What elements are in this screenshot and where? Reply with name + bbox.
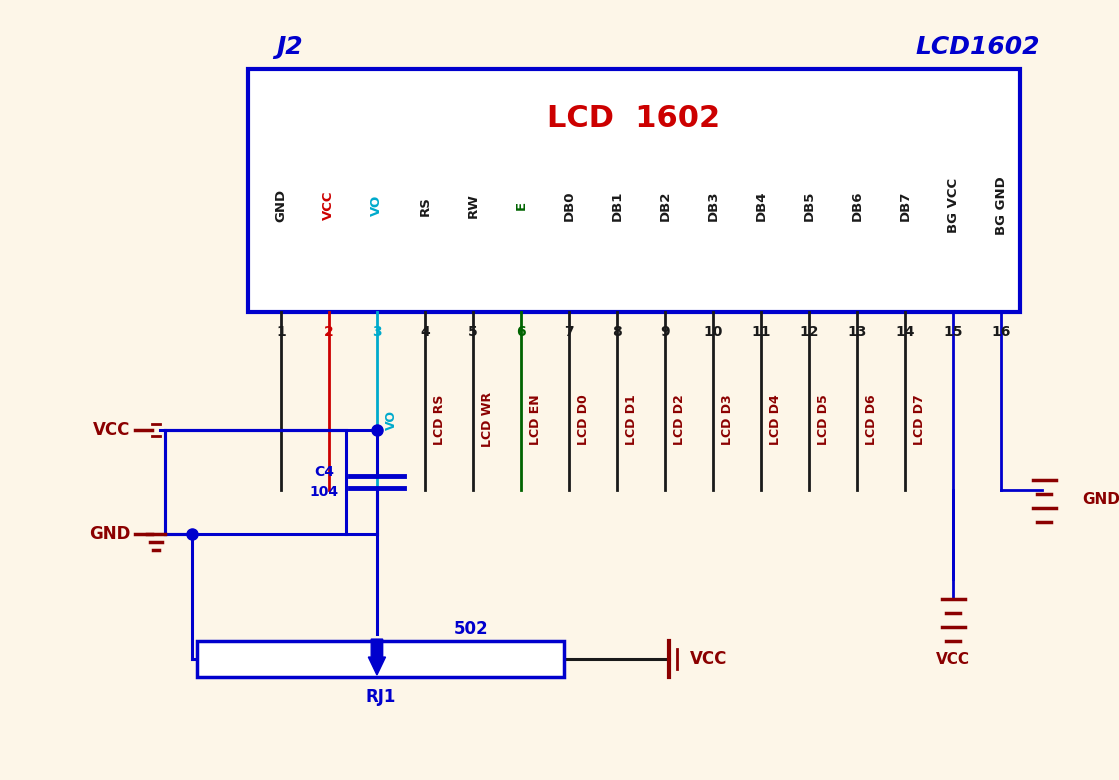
Text: 5: 5 — [468, 325, 478, 339]
Text: J2: J2 — [276, 35, 303, 59]
Text: 16: 16 — [991, 325, 1010, 339]
Text: E: E — [515, 201, 527, 211]
Text: LCD1602: LCD1602 — [915, 35, 1040, 59]
Text: 4: 4 — [420, 325, 430, 339]
Text: VCC: VCC — [322, 191, 336, 221]
Text: LCD D0: LCD D0 — [576, 395, 590, 445]
Text: DB5: DB5 — [802, 190, 816, 221]
Text: LCD D2: LCD D2 — [673, 395, 686, 445]
Text: LCD D6: LCD D6 — [865, 395, 877, 445]
Text: 6: 6 — [516, 325, 526, 339]
Text: VO: VO — [385, 410, 397, 430]
Text: LCD D4: LCD D4 — [769, 395, 782, 445]
Text: VO: VO — [370, 195, 384, 216]
Text: LCD WR: LCD WR — [480, 392, 493, 448]
Text: 9: 9 — [660, 325, 670, 339]
Text: 10: 10 — [704, 325, 723, 339]
Text: DB1: DB1 — [611, 190, 623, 221]
Text: DB7: DB7 — [899, 190, 912, 221]
Text: LCD D5: LCD D5 — [817, 395, 829, 445]
Text: DB3: DB3 — [706, 190, 720, 221]
Text: DB0: DB0 — [563, 190, 575, 221]
Text: 1: 1 — [276, 325, 285, 339]
Text: 502: 502 — [453, 620, 488, 638]
Text: 3: 3 — [373, 325, 382, 339]
Text: GND: GND — [274, 189, 288, 222]
Text: VCC: VCC — [93, 421, 130, 439]
Text: LCD D3: LCD D3 — [721, 395, 734, 445]
Text: LCD D7: LCD D7 — [913, 395, 925, 445]
Text: LCD  1602: LCD 1602 — [547, 105, 721, 133]
Text: DB6: DB6 — [850, 190, 864, 221]
FancyArrow shape — [368, 639, 386, 675]
Text: BG VCC: BG VCC — [947, 178, 960, 233]
Text: 14: 14 — [895, 325, 915, 339]
Text: 11: 11 — [751, 325, 771, 339]
Text: 12: 12 — [799, 325, 819, 339]
Text: 7: 7 — [564, 325, 574, 339]
Text: 2: 2 — [325, 325, 333, 339]
Text: GND: GND — [1082, 492, 1119, 507]
Text: LCD D1: LCD D1 — [624, 395, 638, 445]
Text: RJ1: RJ1 — [366, 688, 396, 706]
Text: BG GND: BG GND — [995, 176, 1007, 235]
Text: DB4: DB4 — [754, 190, 768, 221]
Text: RW: RW — [467, 193, 479, 218]
Text: DB2: DB2 — [659, 190, 671, 221]
Text: GND: GND — [88, 526, 130, 544]
Text: 8: 8 — [612, 325, 622, 339]
Text: 13: 13 — [847, 325, 867, 339]
Text: RS: RS — [419, 196, 432, 215]
Bar — [247, 69, 1021, 312]
Bar — [164, 430, 347, 534]
Text: C4
104: C4 104 — [310, 466, 339, 499]
Bar — [197, 641, 564, 677]
Text: VCC: VCC — [690, 650, 727, 668]
Text: LCD RS: LCD RS — [433, 395, 445, 445]
Text: LCD EN: LCD EN — [528, 395, 542, 445]
Text: VCC: VCC — [937, 651, 970, 667]
Text: 15: 15 — [943, 325, 962, 339]
